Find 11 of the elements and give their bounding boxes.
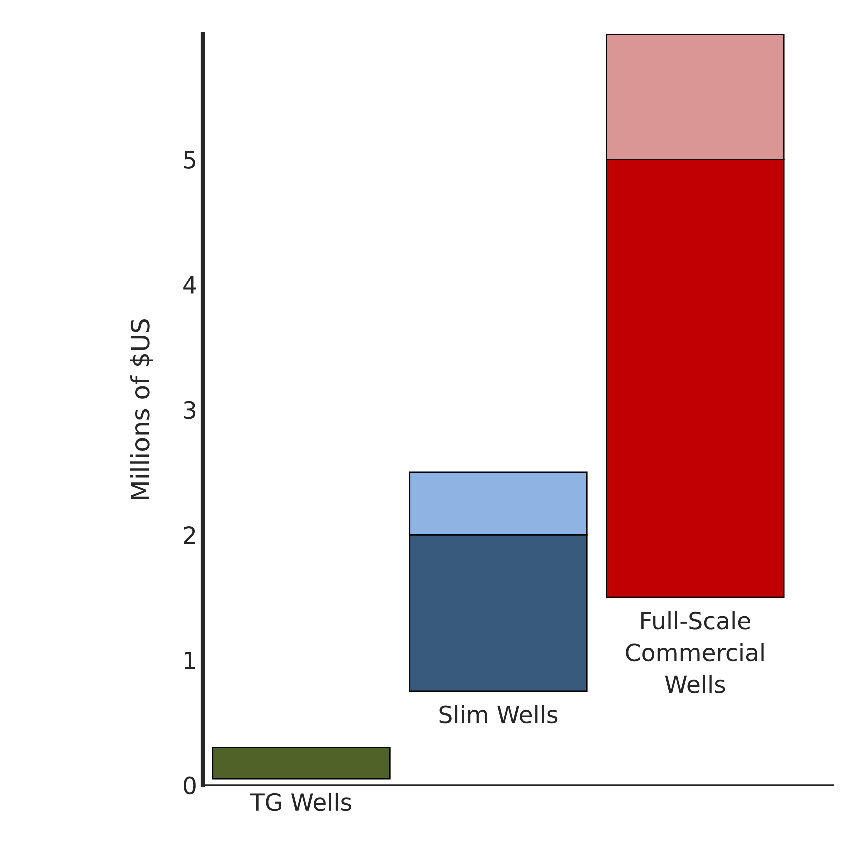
x-tick-label: TG Wells: [250, 792, 352, 812]
y-tick-label: 4: [184, 276, 196, 294]
y-tick-label: 1: [185, 652, 196, 670]
x-tick-label: Full-Scale Commercial Wells: [626, 612, 764, 694]
x-tick-label: Slim Wells: [440, 705, 558, 724]
y-tick-label: 5: [184, 151, 196, 169]
y-axis-title: Millions of $US: [130, 320, 154, 500]
y-tick-label: 0: [184, 776, 196, 795]
bar: [212, 747, 391, 780]
y-tick-label: 2: [184, 526, 196, 544]
y-tick-label: 3: [184, 401, 196, 420]
